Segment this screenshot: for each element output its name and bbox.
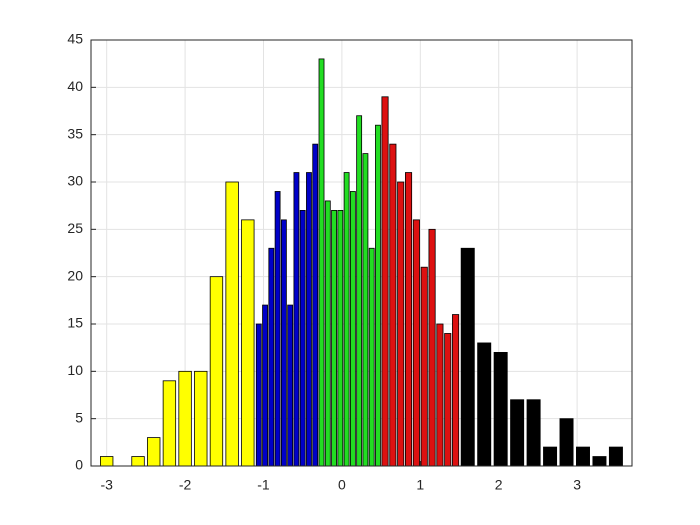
bar (412, 219, 420, 467)
bar (318, 58, 325, 467)
bar (576, 446, 590, 467)
y-tick-label: 30 (67, 173, 83, 189)
bar (162, 380, 177, 467)
bar (306, 172, 312, 467)
bar (324, 200, 331, 467)
bar (452, 314, 460, 467)
x-tick-label: 2 (495, 477, 503, 493)
bar (262, 304, 268, 467)
bar (225, 181, 239, 467)
bar (343, 172, 350, 467)
bar (543, 446, 558, 467)
y-tick-label: 40 (67, 78, 83, 94)
y-tick-label: 0 (75, 457, 83, 473)
x-tick-label: 1 (416, 477, 424, 493)
bar (477, 342, 492, 467)
bar (460, 247, 475, 467)
bar (100, 456, 114, 467)
x-tick-label: -3 (100, 477, 113, 493)
bar (178, 370, 192, 467)
bar (405, 172, 413, 467)
bar (381, 96, 389, 467)
bar (147, 437, 161, 467)
bar (349, 191, 356, 467)
y-tick-label: 45 (67, 31, 83, 47)
y-tick-label: 35 (67, 125, 83, 141)
x-tick-label: 3 (573, 477, 581, 493)
bar (428, 228, 436, 467)
bar (420, 266, 428, 467)
bar (268, 247, 275, 467)
x-tick-label: 0 (338, 477, 346, 493)
bar (131, 456, 145, 467)
bar (368, 247, 375, 467)
bar (493, 351, 508, 467)
bar (280, 219, 287, 467)
bar (293, 172, 300, 467)
bar (436, 323, 444, 467)
y-tick-label: 15 (67, 315, 83, 331)
bar (299, 209, 306, 467)
bar (337, 209, 344, 467)
axes-box (90, 39, 633, 467)
bar (397, 181, 405, 467)
bar (444, 333, 452, 467)
bar (209, 276, 224, 467)
bar (375, 124, 381, 467)
x-tick-label: -2 (179, 477, 192, 493)
bar (255, 323, 262, 467)
bar (510, 399, 525, 467)
y-tick-label: 10 (67, 362, 83, 378)
y-tick-label: 5 (75, 409, 83, 425)
bar (331, 209, 337, 467)
bar (389, 143, 397, 467)
bar (608, 446, 623, 467)
y-tick-label: 25 (67, 220, 83, 236)
bar (241, 219, 255, 467)
x-tick-label: -1 (257, 477, 270, 493)
bar (356, 115, 363, 467)
bar (559, 418, 574, 467)
bar (526, 399, 541, 467)
bar (274, 191, 281, 467)
bar (312, 143, 319, 467)
y-tick-label: 20 (67, 267, 83, 283)
bar (592, 456, 607, 467)
bar (362, 153, 369, 467)
bar (287, 304, 294, 467)
bar (194, 370, 208, 467)
